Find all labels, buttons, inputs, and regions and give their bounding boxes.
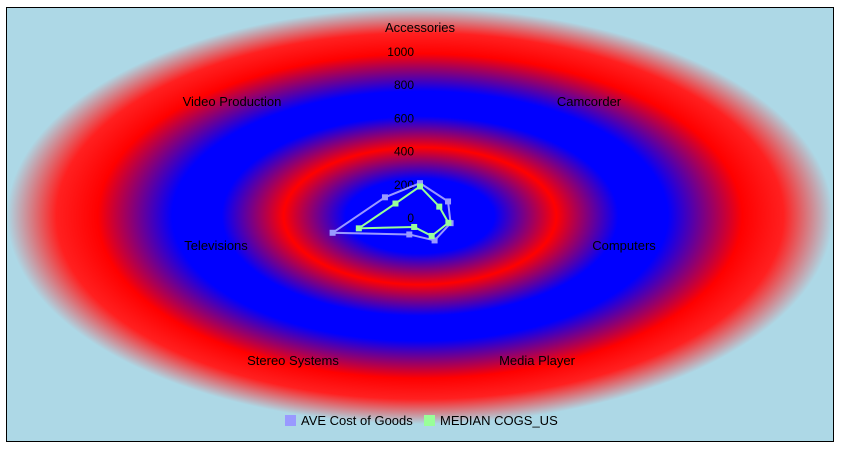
legend-swatch xyxy=(424,415,435,426)
radial-tick-label: 400 xyxy=(394,145,414,159)
background-gradient-ellipse xyxy=(7,8,833,424)
legend: AVE Cost of Goods MEDIAN COGS_US xyxy=(285,413,558,428)
data-point xyxy=(329,229,336,236)
legend-swatch xyxy=(285,415,296,426)
category-label: Camcorder xyxy=(557,94,622,109)
data-point xyxy=(445,198,452,205)
data-point xyxy=(381,194,388,201)
radial-tick-label: 600 xyxy=(394,111,414,125)
data-point xyxy=(417,180,423,187)
data-point xyxy=(392,200,399,207)
data-point xyxy=(406,231,413,238)
category-label: Video Production xyxy=(183,94,282,109)
radial-tick-label: 0 xyxy=(407,211,414,225)
radial-tick-label: 800 xyxy=(394,78,414,92)
radial-tick-label: 1000 xyxy=(387,45,414,59)
series-line xyxy=(329,182,452,242)
data-point xyxy=(355,225,362,232)
category-label: Stereo Systems xyxy=(247,353,339,368)
category-label: Media Player xyxy=(499,353,576,368)
data-point xyxy=(431,237,438,244)
chart-frame: 0 200 400 600 800 1000 Accessories Camcorder Co… xyxy=(6,7,834,442)
legend-label: MEDIAN COGS_US xyxy=(440,413,558,428)
data-point xyxy=(428,232,435,239)
data-point xyxy=(411,223,418,230)
data-point xyxy=(436,203,443,210)
category-label: Accessories xyxy=(385,20,456,35)
legend-label: AVE Cost of Goods xyxy=(301,413,413,428)
data-point xyxy=(417,183,423,190)
category-label: Televisions xyxy=(184,238,248,253)
category-label: Computers xyxy=(592,238,656,253)
data-point xyxy=(445,219,452,226)
